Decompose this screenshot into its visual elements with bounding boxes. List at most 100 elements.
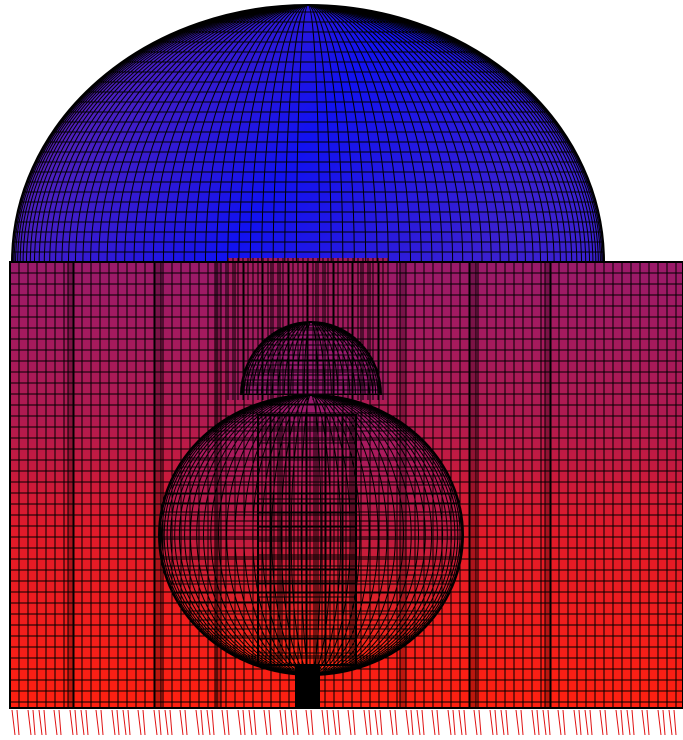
mesh-line xyxy=(243,395,379,675)
spring xyxy=(321,709,326,736)
mesh-line xyxy=(300,395,322,675)
spring xyxy=(153,709,158,736)
spring xyxy=(116,709,120,736)
spring xyxy=(352,709,356,736)
mesh-line xyxy=(178,395,444,675)
mesh-line xyxy=(290,395,332,675)
spring xyxy=(547,709,551,736)
spring xyxy=(237,709,242,736)
spring xyxy=(436,709,440,736)
spring xyxy=(111,709,116,736)
spring xyxy=(615,709,620,736)
mesh-lines xyxy=(9,4,683,709)
mesh-wall xyxy=(469,262,477,708)
spring xyxy=(363,709,368,736)
spring xyxy=(431,709,436,736)
spring xyxy=(337,709,341,736)
spring xyxy=(416,709,421,736)
spring xyxy=(206,709,211,736)
spring xyxy=(137,709,142,736)
spring xyxy=(158,709,162,736)
mesh-line xyxy=(234,395,388,675)
spring xyxy=(332,709,337,736)
spring xyxy=(405,709,410,736)
spring xyxy=(32,709,36,736)
spring xyxy=(221,709,226,736)
mesh-line xyxy=(203,395,419,675)
spring xyxy=(542,709,547,736)
spring xyxy=(531,709,536,736)
spring xyxy=(584,709,589,736)
spring xyxy=(226,709,230,736)
dome-outline xyxy=(11,4,605,263)
inner-dome-outline xyxy=(240,321,382,396)
spring xyxy=(500,709,505,736)
springs xyxy=(11,709,677,736)
spring xyxy=(169,709,173,736)
spring xyxy=(100,709,104,736)
spring xyxy=(253,709,257,736)
spring xyxy=(458,709,463,736)
spring xyxy=(562,709,566,736)
mesh-wall xyxy=(544,262,552,708)
spring xyxy=(290,709,295,736)
spring xyxy=(505,709,509,736)
mesh-line xyxy=(163,395,459,675)
spring xyxy=(578,709,582,736)
base-outline xyxy=(9,261,683,709)
mesh-line xyxy=(226,395,396,675)
mesh-line xyxy=(189,395,433,675)
spring xyxy=(122,709,127,736)
spring xyxy=(604,709,608,736)
mesh-line xyxy=(159,395,463,675)
spring xyxy=(379,709,383,736)
spring xyxy=(641,709,646,736)
spring xyxy=(657,709,662,736)
spring xyxy=(326,709,330,736)
spring xyxy=(573,709,578,736)
spring xyxy=(295,709,299,736)
spring xyxy=(279,709,284,736)
spring xyxy=(347,709,352,736)
spring xyxy=(489,709,494,736)
spring xyxy=(179,709,184,736)
spring xyxy=(394,709,398,736)
spring xyxy=(410,709,414,736)
spring xyxy=(673,709,677,736)
spring xyxy=(95,709,100,736)
mesh-line xyxy=(210,395,412,675)
spring xyxy=(268,709,272,736)
spring xyxy=(520,709,524,736)
spring xyxy=(80,709,85,736)
spring xyxy=(85,709,89,736)
mesh-line xyxy=(196,395,426,675)
spring xyxy=(389,709,394,736)
spring xyxy=(452,709,456,736)
spring xyxy=(374,709,379,736)
mesh-line xyxy=(280,395,342,675)
spring xyxy=(195,709,200,736)
spring xyxy=(38,709,43,736)
spring xyxy=(127,709,131,736)
support-pillar xyxy=(295,665,320,708)
spring xyxy=(164,709,169,736)
spring xyxy=(16,709,20,736)
mesh-line xyxy=(161,395,461,675)
spring xyxy=(263,709,268,736)
mesh-wall xyxy=(154,262,162,708)
spring xyxy=(184,709,188,736)
spring xyxy=(620,709,624,736)
mesh-line xyxy=(252,395,370,675)
spring xyxy=(646,709,650,736)
spring xyxy=(11,709,16,736)
mesh-wall xyxy=(67,262,75,708)
spring xyxy=(248,709,253,736)
spring xyxy=(43,709,47,736)
spring xyxy=(536,709,540,736)
spring xyxy=(305,709,310,736)
spring xyxy=(557,709,562,736)
spring xyxy=(463,709,467,736)
spring xyxy=(310,709,314,736)
spring xyxy=(58,709,62,736)
